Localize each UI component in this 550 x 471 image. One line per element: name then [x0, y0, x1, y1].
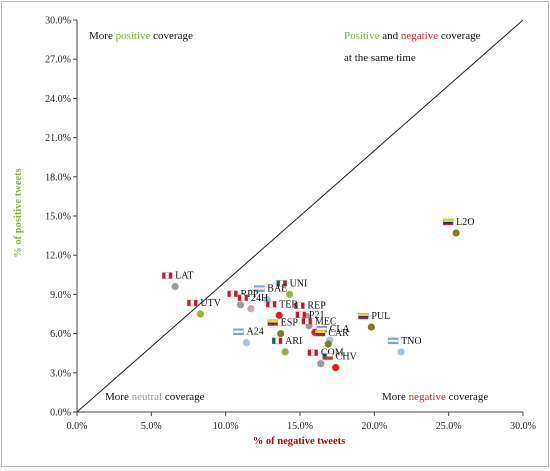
annotation-top-left: More positive coverage [89, 30, 193, 42]
flag-colombia-icon [315, 329, 326, 337]
y-tick-label: 6.0% [50, 329, 71, 340]
point-label-l2o: L2O [456, 217, 474, 228]
ann-tr-2: and [379, 30, 400, 42]
ann-tr-3: negative [401, 30, 438, 42]
y-tick-label: 3.0% [50, 368, 71, 379]
ann-tr-1: Positive [344, 30, 380, 42]
x-tick-label: 5.0% [141, 421, 162, 432]
data-point-24h [247, 305, 255, 313]
flag-chile-icon [322, 353, 333, 360]
data-point-chv [332, 363, 340, 372]
y-tick-label: 21.0% [45, 133, 71, 144]
x-tick-label: 10.0% [213, 421, 239, 432]
y-tick-label: 27.0% [45, 55, 71, 66]
data-point-ari [281, 348, 289, 356]
point-label-rep: REP [307, 301, 326, 312]
data-point-ter [275, 311, 283, 319]
ann-bl-3: coverage [162, 391, 205, 403]
flag-peru-icon [294, 302, 305, 309]
ann-tr-line2: at the same time [344, 52, 416, 64]
flag-peru-icon [237, 294, 249, 301]
diagonal-line [76, 19, 524, 413]
ann-bl-2: neutral [132, 391, 163, 403]
point-label-pul: PUL [371, 311, 390, 322]
y-tick-label: 0.0% [50, 408, 71, 419]
point-label-ter: TER [279, 299, 298, 310]
data-point-rpp [236, 301, 245, 309]
y-tick-label: 18.0% [45, 172, 71, 183]
svg-text:Positive and negative coverage: Positive and negative coverage [344, 30, 481, 42]
flag-colombia-icon [267, 319, 278, 326]
svg-text:More positive coverage: More positive coverage [89, 30, 193, 42]
data-point-a24 [242, 339, 251, 347]
point-label-chv: CHV [336, 352, 358, 363]
svg-text:More neutral coverage: More neutral coverage [105, 391, 205, 403]
flag-argentina-icon [254, 285, 265, 292]
point-label-p21: P21 [309, 310, 325, 321]
point-label-uni: UNI [290, 278, 308, 289]
point-label-mec: MEC [315, 316, 337, 327]
y-axis-title: % of positive tweets [13, 168, 24, 258]
data-point-pul [367, 323, 375, 331]
data-point-car [324, 340, 332, 348]
data-point-esp [277, 330, 285, 338]
y-tick-label: 9.0% [50, 290, 71, 301]
point-label-cla: CLA [330, 324, 351, 335]
flag-peru-icon [161, 272, 173, 279]
annotation-bottom-left: More neutral coverage [105, 391, 205, 403]
ann-br-3: coverage [446, 391, 489, 403]
flag-peru-icon [307, 349, 319, 356]
flag-peru-icon [301, 318, 313, 325]
point-label-24h: 24H [251, 293, 268, 304]
flag-mexico-icon [276, 280, 287, 287]
point-label-ari: ARI [285, 336, 302, 347]
point-label-esp: ESP [281, 318, 299, 329]
point-label-car: CAR [328, 328, 349, 339]
flag-peru-icon [295, 311, 307, 318]
x-tick-label: 25.0% [436, 421, 462, 432]
flag-peru-icon [265, 301, 277, 308]
svg-text:More negative coverage: More negative coverage [382, 391, 488, 403]
data-point-l2o [452, 229, 460, 237]
ann-bl-1: More [105, 391, 132, 403]
x-axis-title: % of negative tweets [253, 436, 345, 447]
annotation-top-right: Positive and negative coverage at the sa… [344, 30, 481, 64]
point-label-lat: LAT [175, 271, 193, 282]
ann-tl-2: positive [116, 30, 151, 42]
x-tick-label: 30.0% [510, 421, 536, 432]
flag-peru-icon [187, 299, 198, 307]
point-label-tno: TNO [401, 336, 422, 347]
flag-peru-icon [227, 290, 238, 298]
data-point-utv [196, 310, 204, 318]
data-point-uni [285, 290, 294, 298]
point-label-utv: UTV [200, 298, 221, 309]
y-tick-label: 24.0% [45, 94, 71, 105]
data-point-tno [397, 348, 405, 356]
y-tick-label: 30.0% [45, 16, 71, 27]
ann-br-1: More [382, 391, 409, 403]
ann-tl-3: coverage [150, 30, 193, 42]
annotation-bottom-right: More negative coverage [382, 391, 488, 403]
point-label-bae: BAE [267, 284, 287, 295]
x-tick-label: 0.0% [67, 421, 88, 432]
x-tick-label: 20.0% [361, 421, 387, 432]
scatter-chart: More positive coverage Positive and nega… [13, 16, 536, 448]
ann-tr-4: coverage [438, 30, 481, 42]
point-label-a24: A24 [246, 327, 263, 338]
ann-tl-1: More [89, 30, 116, 42]
data-point-lat [171, 282, 179, 291]
point-label-rpp: RPP [241, 289, 259, 300]
y-tick-label: 12.0% [45, 251, 71, 262]
flag-colombia-icon [442, 218, 454, 226]
flag-argentina-icon [387, 337, 399, 345]
y-tick-label: 15.0% [45, 212, 71, 223]
flag-argentina-icon [233, 328, 244, 335]
flag-colombia-icon [358, 312, 369, 320]
ann-br-2: negative [409, 391, 446, 403]
data-point-com [317, 360, 325, 368]
point-label-com: COM [321, 348, 344, 359]
flag-mexico-icon [271, 337, 283, 345]
x-tick-label: 15.0% [287, 421, 313, 432]
